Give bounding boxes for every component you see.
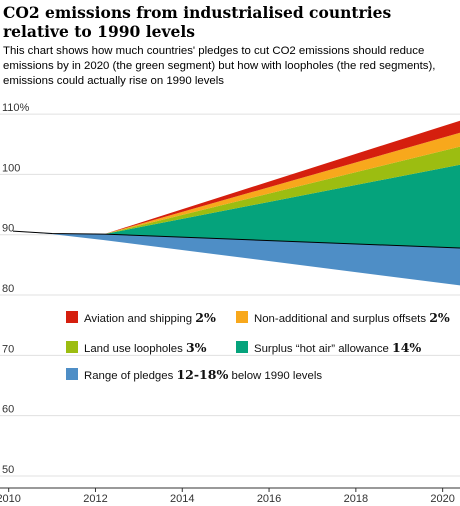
x-axis: 2010 2012 2014 2016 2018 2020 [0,487,460,505]
chart-title: CO2 emissions from industrialised countr… [3,3,392,41]
x-tick-label: 2012 [83,493,107,505]
y-tick-label: 90 [2,223,14,235]
legend-swatch-hot_air [236,341,248,353]
legend-swatch-land_use [66,341,78,353]
legend-percent: 3% [186,340,207,355]
y-tick-label: 50 [2,464,14,476]
legend-percent: 14% [392,340,421,355]
legend-entry-offsets: Non-additional and surplus offsets 2% [254,310,450,325]
legend-label: Non-additional and surplus offsets [254,313,429,325]
legend-percent: 12-18% [176,367,228,382]
legend-percent: 2% [195,310,216,325]
x-tick-label: 2014 [170,493,194,505]
legend-entry-land_use: Land use loopholes 3% [84,340,207,355]
legend: Aviation and shipping 2% Non-additional a… [66,310,450,382]
x-tick-label: 2016 [257,493,281,505]
legend-suffix: below 1990 levels [228,370,322,382]
legend-label: Aviation and shipping [84,313,195,325]
pledge-line [12,230,460,249]
legend-entry-hot_air: Surplus “hot air” allowance 14% [254,340,421,355]
chart-subtitle: This chart shows how much countries' ple… [3,45,436,87]
legend-entry-aviation: Aviation and shipping 2% [84,310,216,325]
area-hot_air [13,164,460,248]
y-axis-labels: 110% 100 90 80 70 60 50 [2,102,30,476]
area-pledges_range [13,231,460,286]
legend-label: Surplus “hot air” allowance [254,343,392,355]
x-tick-label: 2018 [344,493,368,505]
legend-label: Land use loopholes [84,343,186,355]
legend-percent: 2% [429,310,450,325]
legend-swatch-aviation [66,311,78,323]
y-tick-label: 70 [2,343,14,355]
x-tick-label: 2020 [430,493,454,505]
y-tick-label: 80 [2,283,14,295]
legend-entry-pledges_range: Range of pledges 12-18% below 1990 level… [84,367,322,382]
legend-swatch-pledges_range [66,368,78,380]
stacked-areas [12,120,460,286]
x-tick-label: 2010 [0,493,21,505]
legend-label: Range of pledges [84,370,176,382]
y-tick-label: 110% [2,102,30,114]
legend-swatch-offsets [236,311,248,323]
y-tick-label: 60 [2,404,14,416]
y-tick-label: 100 [2,162,20,174]
